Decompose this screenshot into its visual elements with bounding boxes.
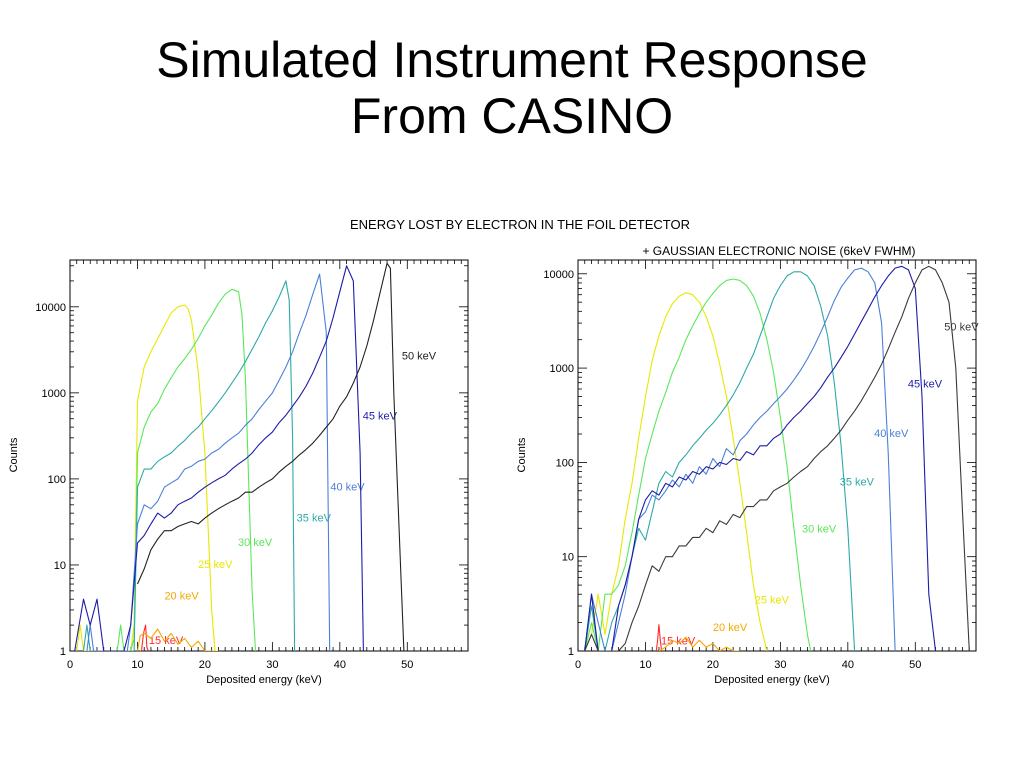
right-x-tick-label: 10 (639, 659, 651, 671)
left-series-line-20-kev (136, 628, 215, 651)
right-x-tick-label: 20 (707, 659, 719, 671)
left-series-line-15-kev (140, 624, 149, 651)
left-series-label-20-kev: 20 keV (164, 591, 199, 603)
right-plot-frame (577, 259, 977, 652)
left-y-tick-label: 10 (54, 560, 66, 572)
left-x-tick-label: 0 (67, 659, 73, 671)
right-series-line-15-kev (655, 624, 663, 651)
right-y-tick-label: 10 (562, 552, 574, 564)
left-chart: 0 10 20 30 40 50 1 10 100 1000 10000 Deposited ener… (8, 259, 469, 686)
left-y-tick-label: 10000 (35, 302, 66, 314)
right-y-tick-label: 100 (556, 457, 574, 469)
left-x-tick-label: 10 (131, 659, 143, 671)
right-series-label-20-kev: 20 keV (713, 622, 748, 634)
right-x-tick-label: 0 (575, 659, 581, 671)
right-x-tick-label: 40 (842, 659, 854, 671)
right-series-line-50-kev (584, 265, 970, 651)
left-series-line-40-kev (86, 273, 331, 651)
left-series-label-15-kev: 15 keV (149, 635, 184, 647)
left-series-line-35-kev (82, 280, 296, 651)
left-y-tick-label: 100 (48, 474, 66, 486)
left-series-label-45-kev: 45 keV (363, 411, 398, 423)
left-chart-title: ENERGY LOST BY ELECTRON IN THE FOIL DETE… (350, 217, 690, 232)
right-y-tick-label: 10000 (543, 269, 574, 281)
left-y-tick-label: 1 (60, 646, 66, 658)
right-chart: 0 10 20 30 40 50 1 10 100 1000 10000 Deposited ener… (516, 259, 979, 686)
right-x-tick-label: 50 (909, 659, 921, 671)
right-y-tick-label: 1 (568, 646, 574, 658)
right-y-axis-label: Counts (516, 437, 528, 472)
left-series-label-35-kev: 35 keV (297, 513, 332, 525)
right-series-line-30-kev (584, 278, 812, 651)
left-y-axis-label: Counts (8, 437, 20, 472)
left-series-label-25-kev: 25 keV (198, 559, 233, 571)
right-series-label-25-kev: 25 keV (755, 595, 790, 607)
left-series-line-45-kev (74, 265, 364, 651)
right-chart-title: + GAUSSIAN ELECTRONIC NOISE (6keV FWHM) (642, 244, 915, 258)
left-series-line-50-kev (136, 262, 405, 651)
right-y-tick-label: 1000 (550, 363, 574, 375)
right-series-label-40-kev: 40 keV (874, 428, 909, 440)
left-plot-frame (69, 259, 469, 652)
right-x-tick-label: 30 (774, 659, 786, 671)
left-series-label-30-kev: 30 keV (238, 537, 273, 549)
left-y-tick-label: 1000 (42, 388, 66, 400)
right-series-line-25-kev (584, 292, 768, 651)
right-series-label-30-kev: 30 keV (802, 524, 837, 536)
right-series-label-50-kev: 50 keV (944, 321, 979, 333)
right-series-line-45-kev (584, 265, 937, 651)
left-series-label-50-kev: 50 keV (402, 350, 437, 362)
left-x-tick-label: 30 (266, 659, 278, 671)
slide-title-line-1: Simulated Instrument Response (156, 32, 868, 88)
left-x-axis-label: Deposited energy (keV) (206, 674, 322, 686)
left-series-label-40-kev: 40 keV (330, 481, 365, 493)
right-series-label-15-kev: 15 keV (661, 635, 696, 647)
left-x-tick-label: 50 (401, 659, 413, 671)
left-x-tick-label: 40 (334, 659, 346, 671)
right-x-axis-label: Deposited energy (keV) (714, 674, 830, 686)
right-series-label-35-kev: 35 keV (840, 476, 875, 488)
slide-title: Simulated Instrument Response From CASIN… (0, 32, 1024, 144)
left-series-line-25-kev (76, 304, 219, 651)
right-series-line-20-kev (658, 636, 740, 651)
slide-title-line-2: From CASINO (350, 88, 674, 144)
left-x-tick-label: 20 (199, 659, 211, 671)
right-series-label-45-kev: 45 keV (908, 378, 943, 390)
